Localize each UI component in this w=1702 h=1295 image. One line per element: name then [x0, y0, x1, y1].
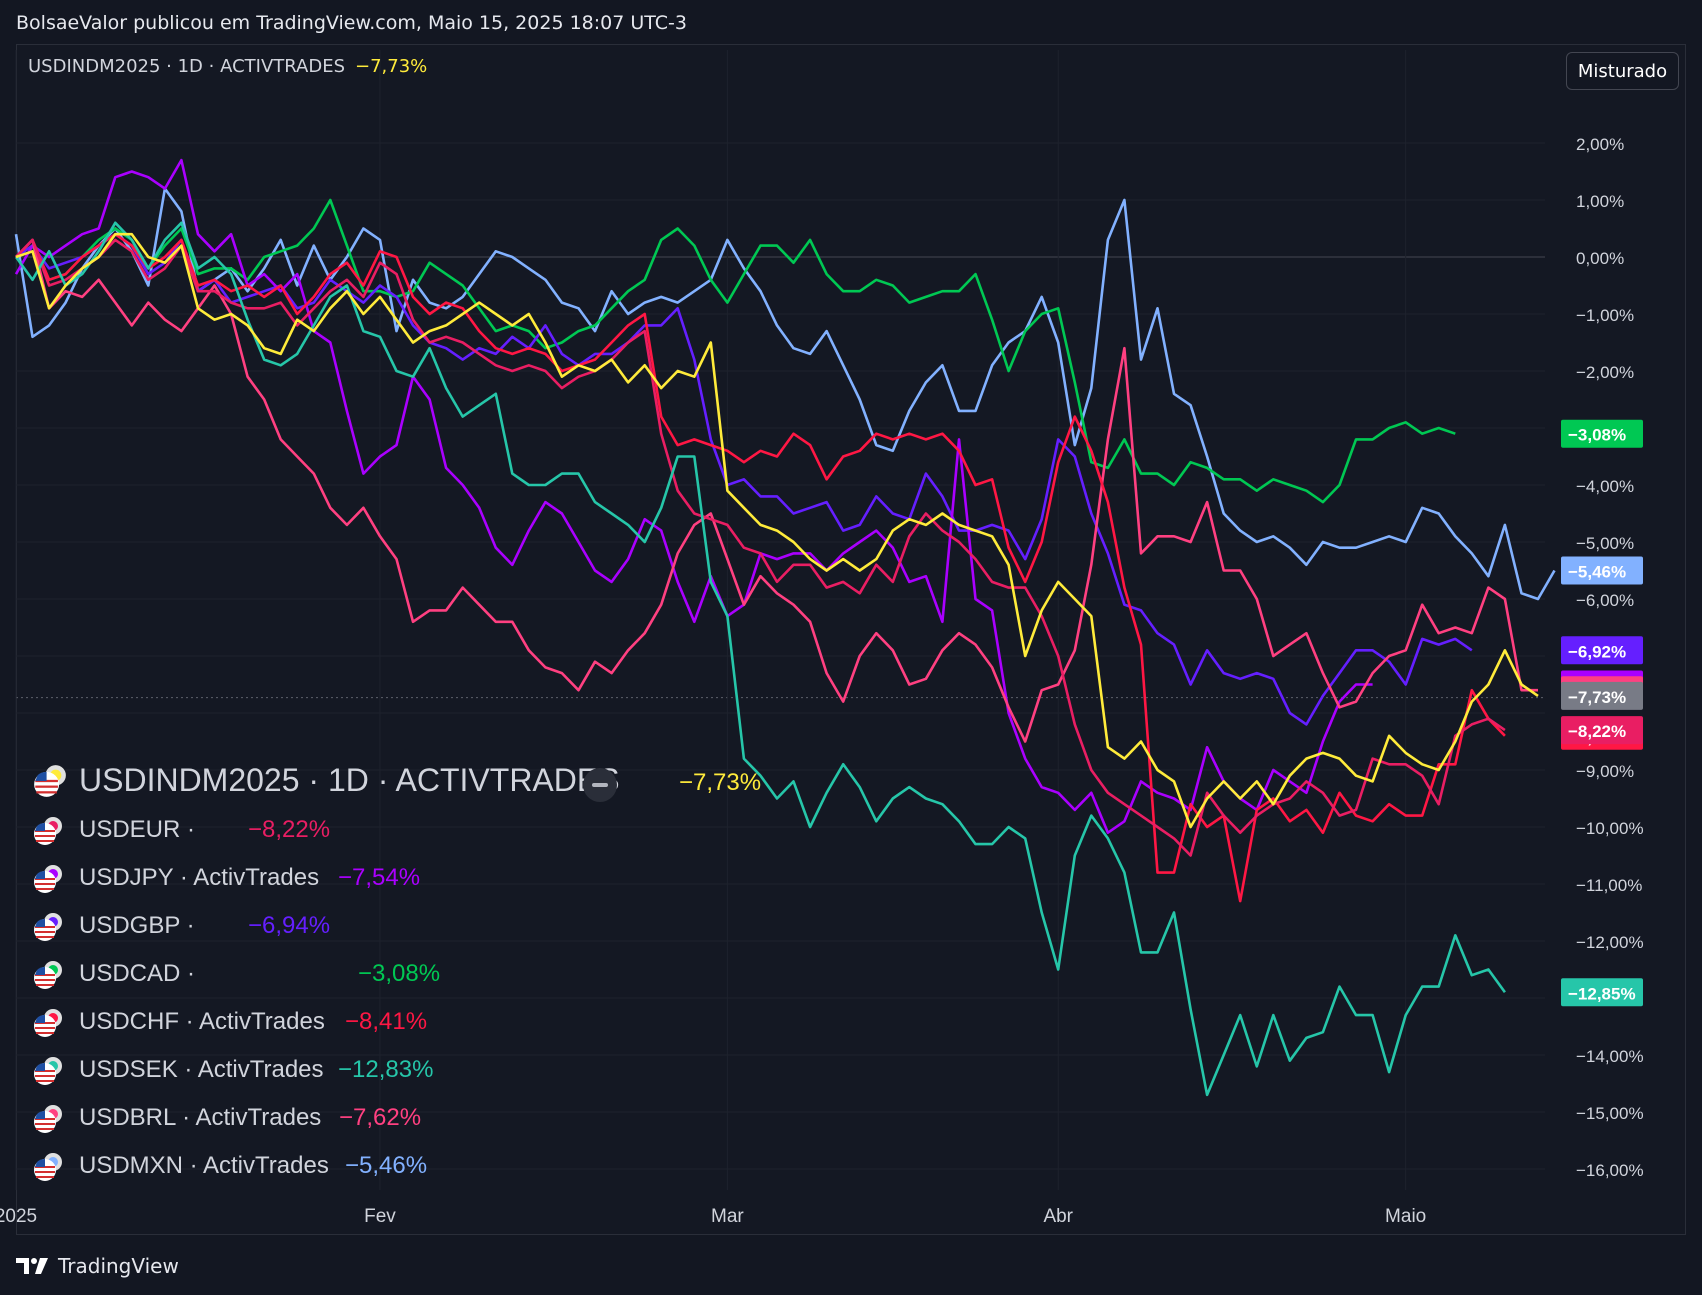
legend-series-name: USDMXN · ActivTrades	[79, 1152, 329, 1179]
y-tick-label: −16,00%	[1576, 1161, 1644, 1180]
legend-series-value: −6,94%	[248, 912, 331, 939]
symbol-change: −7,73%	[355, 56, 428, 77]
legend-series-name: USDINDM2025 · 1D · ACTIVTRADES	[79, 762, 620, 798]
series-line-usdindm2025	[15, 232, 1539, 829]
legend-series-name: USDBRL · ActivTrades	[79, 1104, 322, 1131]
y-tick-label: −9,00%	[1576, 762, 1634, 781]
x-tick-label: Mar	[711, 1206, 744, 1227]
us-ca-flag-icon	[34, 961, 62, 989]
last-value-label-usdcad: −3,08%	[1561, 419, 1643, 448]
y-tick-label: −6,00%	[1576, 591, 1634, 610]
footer-brand: TradingView	[58, 1254, 179, 1278]
last-value-text: −12,85%	[1568, 984, 1636, 1003]
series-line-usdsek	[14, 221, 1506, 1097]
us-se-flag-icon	[34, 1057, 62, 1085]
y-tick-label: 2,00%	[1576, 135, 1624, 154]
last-value-text: −8,22%	[1568, 722, 1626, 741]
legend-series-name: USDGBP ·	[79, 912, 195, 939]
series-line-usdjpy	[14, 158, 1373, 835]
legend-series-name: USDEUR ·	[79, 816, 196, 843]
last-value-label-usdsek: −12,85%	[1561, 978, 1643, 1007]
x-tick-label: Fev	[364, 1206, 396, 1227]
x-tick-label: Abr	[1043, 1206, 1073, 1227]
legend-series-value: −8,41%	[345, 1008, 428, 1035]
legend-series-value: −5,46%	[345, 1152, 428, 1179]
symbol-line: USDINDM2025 · 1D · ACTIVTRADES	[28, 56, 346, 77]
legend-series-value: −12,83%	[338, 1056, 434, 1083]
us-br-flag-icon	[34, 1105, 62, 1133]
legend-series-value: −7,73%	[679, 769, 762, 796]
series-line-usdeur	[15, 238, 1506, 857]
scale-mode-button[interactable]: Misturado	[1566, 52, 1679, 90]
us-jp-flag-icon	[34, 865, 62, 893]
us-ch-flag-icon	[34, 1009, 62, 1037]
legend-series-name: USDCAD ·	[79, 960, 196, 987]
last-value-label-usdmxn: −5,46%	[1561, 556, 1643, 585]
tradingview-logo-icon	[16, 1258, 48, 1274]
y-tick-label: 1,00%	[1576, 192, 1624, 211]
us-flag-icon	[34, 765, 66, 797]
legend-series-name: USDSEK · ActivTrades	[79, 1056, 324, 1083]
last-value-text: −6,92%	[1568, 642, 1626, 661]
legend-series-value: −8,22%	[248, 816, 331, 843]
y-tick-label: 0,00%	[1576, 249, 1624, 268]
y-tick-label: −11,00%	[1576, 876, 1642, 895]
us-mx-flag-icon	[34, 1153, 62, 1181]
last-value-text: −5,46%	[1568, 563, 1626, 582]
series-line-usdgbp	[15, 232, 1473, 726]
y-tick-label: −15,00%	[1576, 1104, 1644, 1123]
y-tick-label: −14,00%	[1576, 1047, 1644, 1066]
publisher-line: BolsaeValor publicou em TradingView.com,…	[16, 12, 687, 34]
y-tick-label: −5,00%	[1576, 534, 1634, 553]
time-axis: 2025 Fev Mar Abr Maio	[0, 1206, 1426, 1227]
grid-lines	[15, 50, 1545, 1190]
x-tick-label: Maio	[1385, 1206, 1426, 1227]
us-eu-flag-icon	[34, 817, 62, 845]
y-tick-label: −1,00%	[1576, 306, 1634, 325]
last-value-label-usdeur: −8,22%	[1561, 716, 1643, 745]
legend-series-value: −7,62%	[339, 1104, 422, 1131]
x-tick-label: 2025	[0, 1206, 37, 1227]
price-axis: 2,00% 1,00% 0,00% −1,00% −2,00% −4,00% −5,00% −…	[1576, 135, 1644, 1180]
us-gb-flag-icon	[34, 913, 62, 941]
legend-series-name: USDCHF · ActivTrades	[79, 1008, 325, 1035]
y-tick-label: −12,00%	[1576, 933, 1644, 952]
footer[interactable]: TradingView	[16, 1254, 179, 1278]
y-tick-label: −2,00%	[1576, 363, 1634, 382]
series-line-usdchf	[15, 232, 1506, 903]
last-value-labels: −5,46%−3,08%−6,92%−7,54%−7,62%−8,41%−8,2…	[1561, 419, 1643, 1007]
last-value-text: −3,08%	[1568, 426, 1626, 445]
symbol-header[interactable]: USDINDM2025 · 1D · ACTIVTRADES −7,73%	[28, 56, 427, 77]
legend-series-value: −3,08%	[358, 960, 441, 987]
chart-panel	[16, 44, 1686, 1235]
last-value-text: −7,73%	[1568, 688, 1626, 707]
y-tick-label: −10,00%	[1576, 819, 1644, 838]
legend-collapse-button[interactable]	[583, 768, 617, 802]
y-tick-label: −4,00%	[1576, 477, 1634, 496]
legend-series-value: −7,54%	[338, 864, 421, 891]
series-line-usdcad	[15, 198, 1456, 504]
last-value-label-usdindm2025: −7,73%	[1561, 681, 1643, 710]
last-value-label-usdgbp: −6,92%	[1561, 636, 1643, 665]
series-line-usdbrl	[15, 238, 1538, 743]
legend-series-name: USDJPY · ActivTrades	[79, 864, 320, 891]
series-lines	[14, 158, 1556, 1097]
